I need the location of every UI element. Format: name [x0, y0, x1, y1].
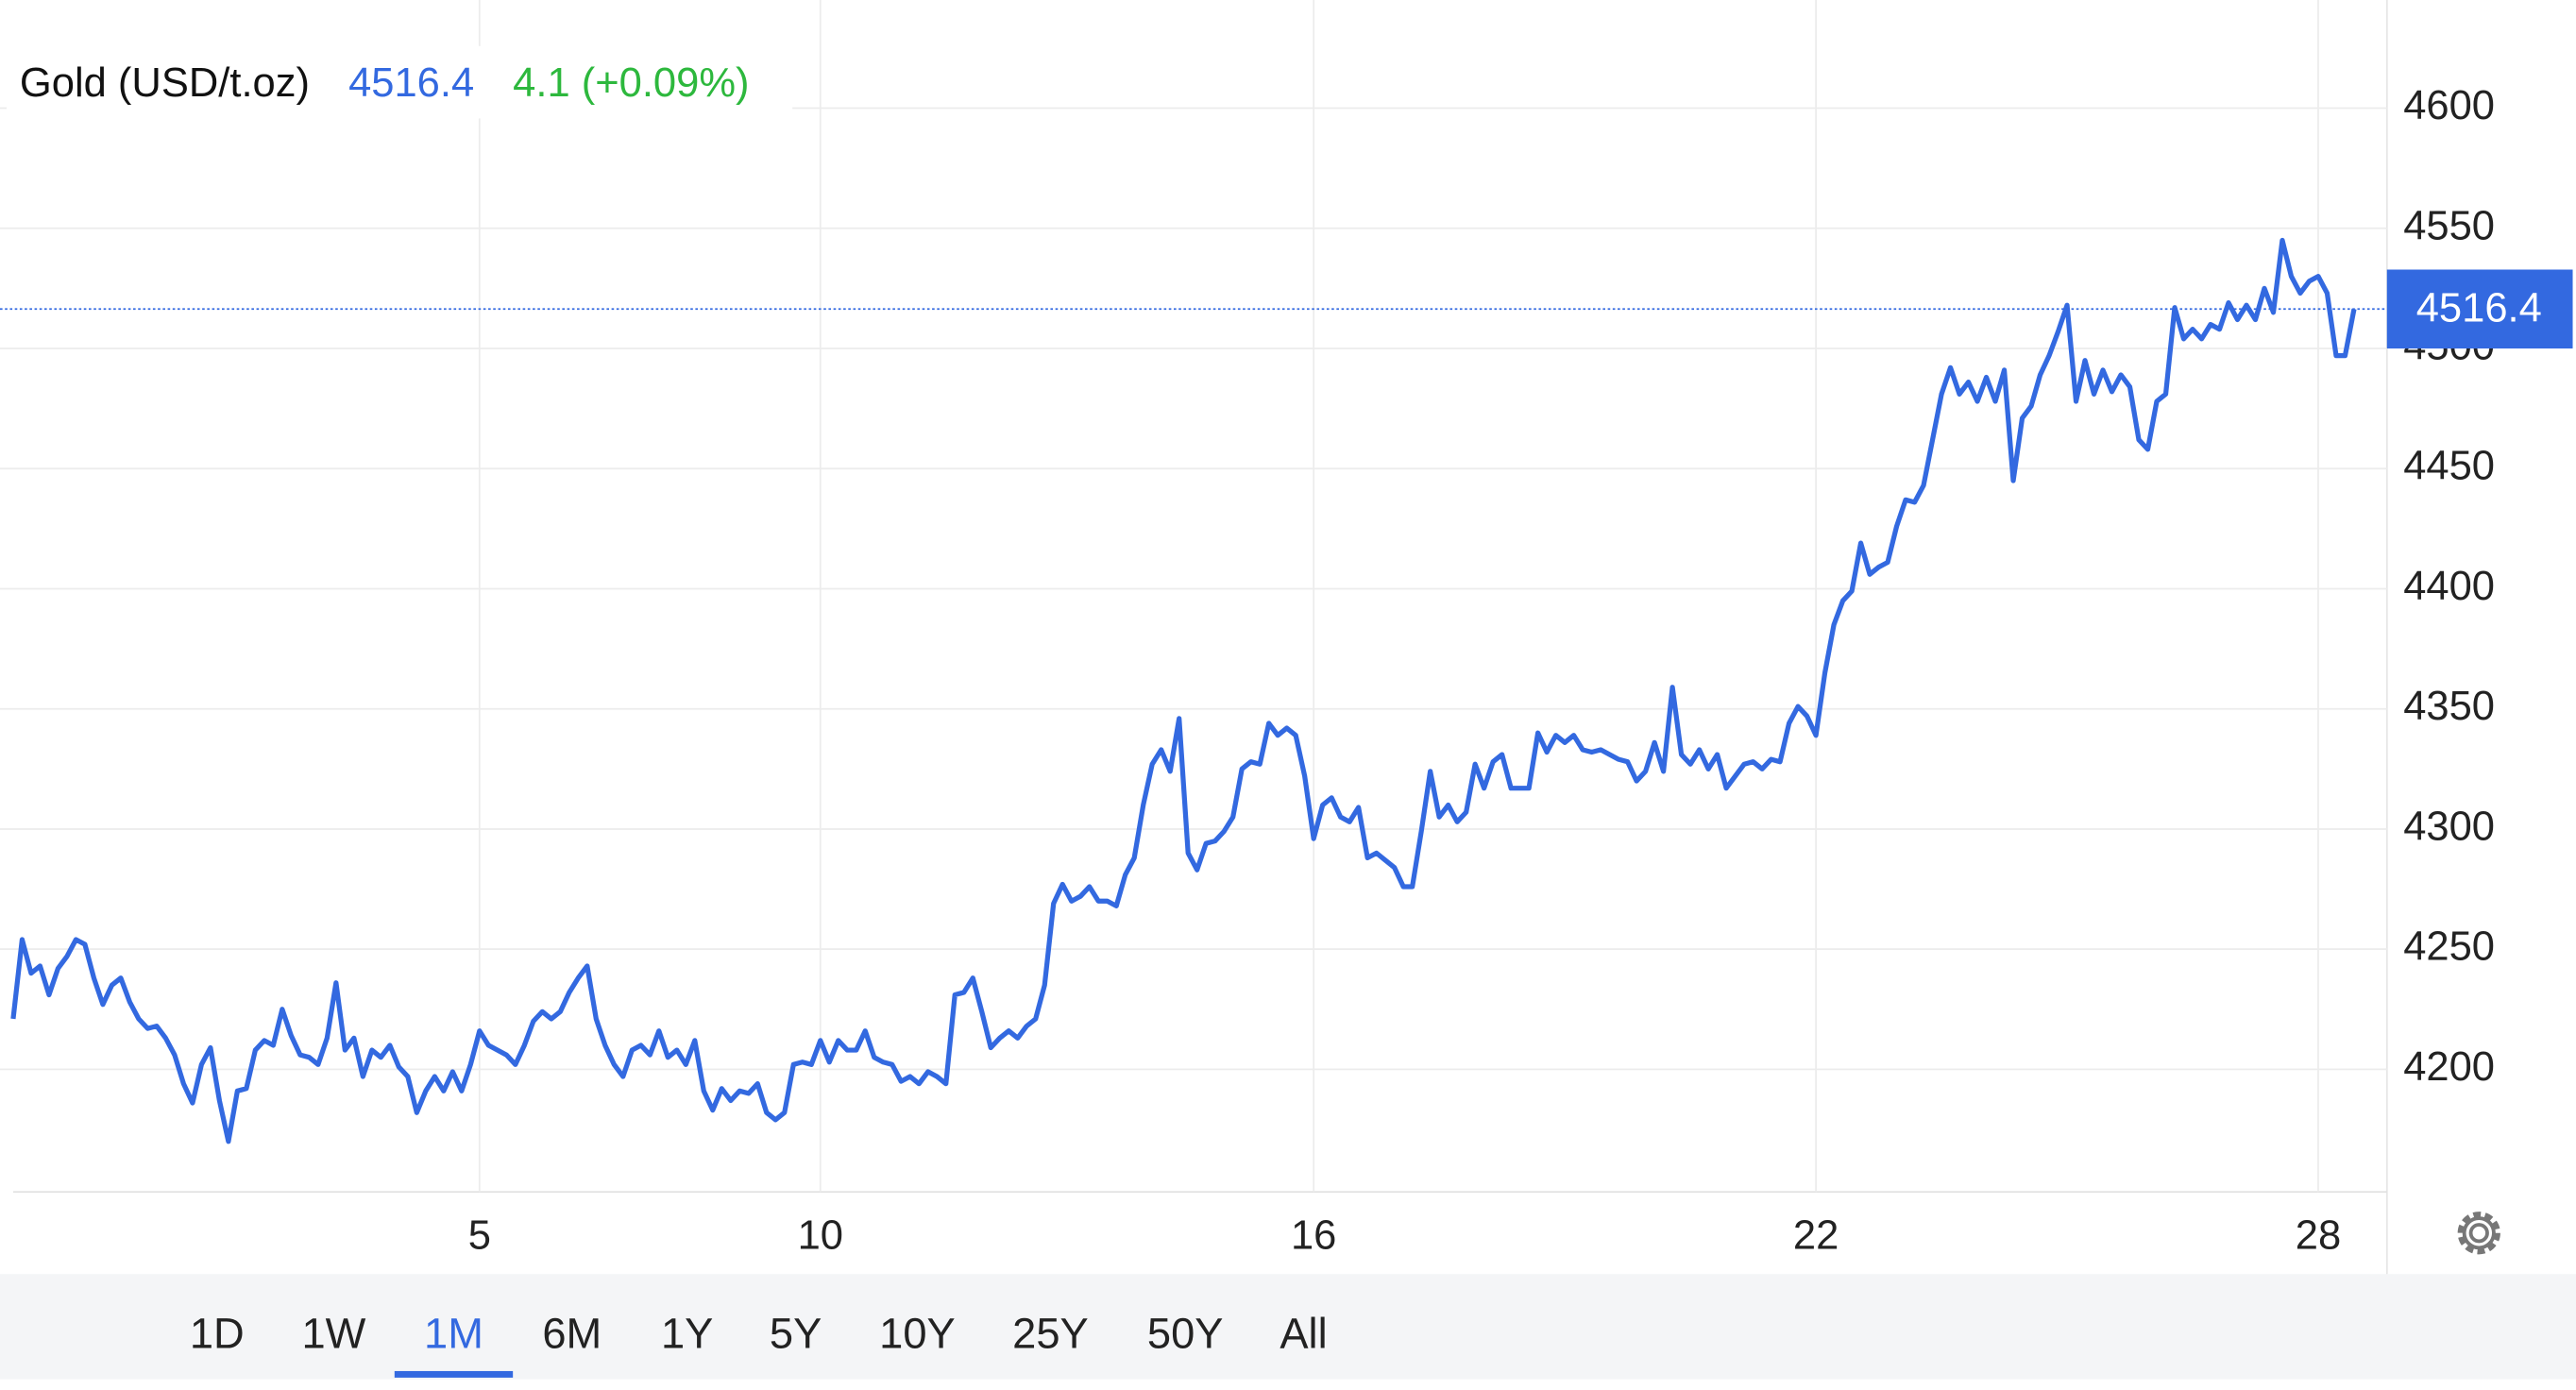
range-button[interactable]: 1M [424, 1309, 483, 1357]
range-button[interactable]: 6M [542, 1309, 602, 1357]
x-tick-label: 5 [468, 1212, 491, 1258]
x-tick-label: 16 [1291, 1212, 1336, 1258]
grid: 4200425043004350440044504500455046005101… [0, 0, 2495, 1258]
range-button[interactable]: 1D [190, 1309, 245, 1357]
gear-ring [2462, 1216, 2496, 1250]
price-change: 4.1 (+0.09%) [513, 60, 749, 106]
price-line [10, 237, 2357, 1144]
y-tick-label: 4300 [2403, 804, 2495, 849]
y-tick-label: 4600 [2403, 83, 2495, 128]
range-button[interactable]: 50Y [1147, 1309, 1224, 1357]
range-button[interactable]: All [1280, 1309, 1327, 1357]
range-buttons: 1D 1W 1M 6M 1Y 5Y 10Y 25Y 50Y All [190, 1309, 1328, 1378]
instrument-title: Gold (USD/t.oz) [20, 60, 310, 106]
gear-hub [2468, 1223, 2489, 1244]
range-button[interactable]: 25Y [1012, 1309, 1089, 1357]
header-bg [6, 45, 793, 119]
y-tick-label: 4350 [2403, 684, 2495, 729]
range-underline [394, 1370, 514, 1378]
range-button[interactable]: 10Y [879, 1309, 956, 1357]
range-button[interactable]: 1Y [661, 1309, 713, 1357]
range-button[interactable]: 5Y [770, 1309, 822, 1357]
range-bar [0, 1274, 2576, 1380]
last-price: 4516.4 [348, 60, 474, 106]
settings-icon[interactable] [2457, 1212, 2500, 1255]
x-tick-label: 22 [1793, 1212, 1839, 1258]
y-tick-label: 4250 [2403, 924, 2495, 970]
last-price-badge [2386, 269, 2573, 349]
range-button[interactable]: 1W [301, 1309, 365, 1357]
plot: 4516.4 [0, 237, 2573, 1144]
y-tick-label: 4400 [2403, 564, 2495, 609]
y-tick-label: 4200 [2403, 1044, 2495, 1090]
x-tick-label: 28 [2296, 1212, 2341, 1258]
y-tick-label: 4550 [2403, 203, 2495, 248]
gear-teeth [2457, 1212, 2500, 1255]
y-tick-label: 4450 [2403, 444, 2495, 489]
x-tick-label: 10 [798, 1212, 843, 1258]
last-price-label: 4516.4 [2416, 286, 2542, 331]
